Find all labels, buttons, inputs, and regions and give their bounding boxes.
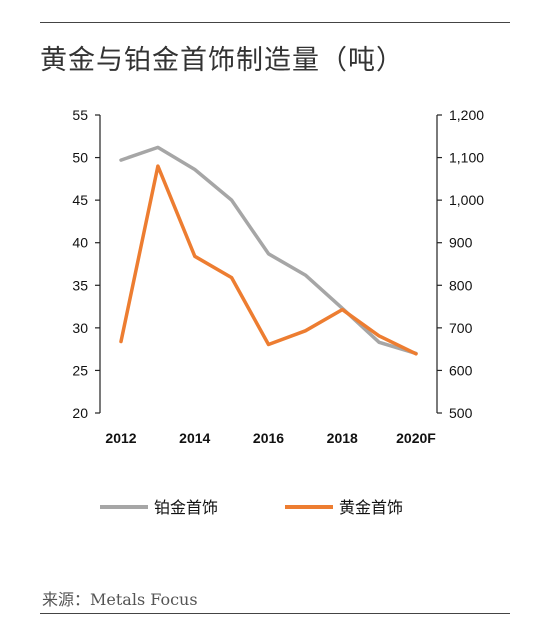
y-right-tick-label: 900 bbox=[449, 235, 473, 251]
top-rule bbox=[40, 22, 510, 23]
bottom-rule bbox=[40, 613, 510, 614]
platinum-jewelry-line bbox=[119, 145, 418, 356]
axes: 20 25 30 35 40 45 50 55 500 600 700 800 900 1,000 1,10… bbox=[72, 107, 484, 446]
y-right-tick-label: 1,000 bbox=[449, 192, 484, 208]
y-right-tick-label: 700 bbox=[449, 320, 473, 336]
legend-label-platinum: 铂金首饰 bbox=[154, 498, 218, 517]
y-left-tick-label: 55 bbox=[72, 107, 88, 123]
y-left-tick-label: 35 bbox=[72, 277, 88, 293]
y-left-tick-label: 50 bbox=[72, 150, 88, 166]
y-right-tick-label: 600 bbox=[449, 362, 473, 378]
y-left-tick-label: 45 bbox=[72, 192, 88, 208]
y-right-tick-label: 1,200 bbox=[449, 107, 484, 123]
y-left-tick-label: 25 bbox=[72, 362, 88, 378]
chart-title: 黄金与铂金首饰制造量（吨） bbox=[40, 45, 404, 76]
y-left-tick-label: 40 bbox=[72, 235, 88, 251]
x-tick-label: 2018 bbox=[327, 430, 358, 446]
y-right-tick-label: 1,100 bbox=[449, 150, 484, 166]
y-left-tick-label: 20 bbox=[72, 405, 88, 421]
x-tick-label: 2020F bbox=[396, 430, 436, 446]
x-tick-label: 2012 bbox=[105, 430, 136, 446]
legend: 铂金首饰 黄金首饰 bbox=[100, 498, 403, 517]
y-right-tick-label: 800 bbox=[449, 277, 473, 293]
y-right-tick-label: 500 bbox=[449, 405, 473, 421]
series-lines bbox=[119, 145, 418, 356]
source-note: 来源：Metals Focus bbox=[42, 590, 198, 609]
x-tick-label: 2014 bbox=[179, 430, 210, 446]
y-left-tick-label: 30 bbox=[72, 320, 88, 336]
gold-jewelry-line bbox=[119, 164, 418, 356]
legend-label-gold: 黄金首饰 bbox=[339, 498, 403, 517]
x-tick-label: 2016 bbox=[253, 430, 284, 446]
